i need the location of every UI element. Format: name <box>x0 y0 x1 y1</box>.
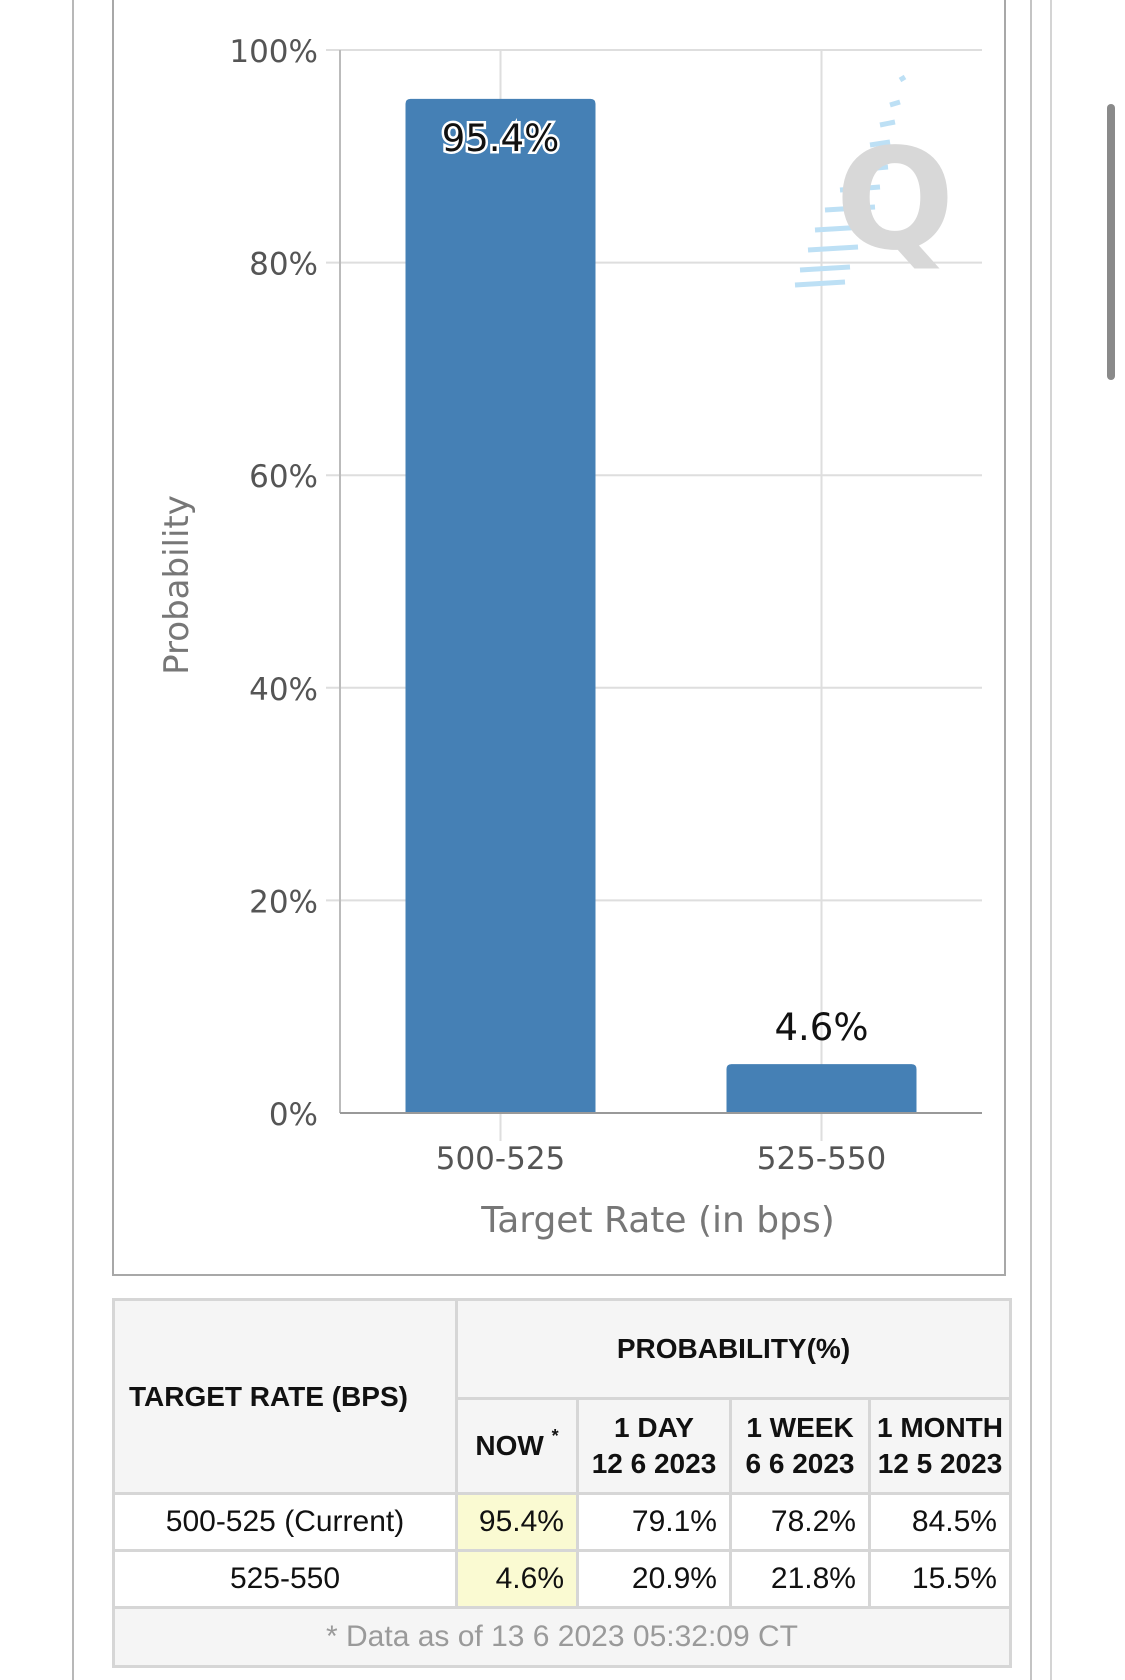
bar-value-label: 95.4% <box>442 117 560 160</box>
watermark-stroke <box>879 119 896 128</box>
page-border-left <box>72 0 74 1680</box>
y-tick-label: 40% <box>249 672 318 708</box>
bar <box>726 1064 917 1113</box>
y-tick-label: 80% <box>249 247 318 283</box>
x-tick-label: 525-550 <box>757 1141 887 1177</box>
row-1-week-value: 78.2% <box>729 1492 871 1552</box>
page-border-right <box>1030 0 1032 1680</box>
header-1-month: 1 MONTH 12 5 2023 <box>868 1397 1012 1495</box>
header-1-week: 1 WEEK 6 6 2023 <box>729 1397 871 1495</box>
watermark-stroke <box>807 244 859 253</box>
watermark-stroke <box>794 279 846 288</box>
row-now-value: 95.4% <box>455 1492 579 1552</box>
watermark-stroke <box>889 99 901 108</box>
q-watermark-logo: Q <box>794 74 955 288</box>
bar <box>405 98 596 1113</box>
y-tick-label: 60% <box>249 459 318 495</box>
row-rate: 525-550 <box>112 1549 458 1609</box>
y-tick-label: 20% <box>249 884 318 920</box>
row-1-month-value: 84.5% <box>868 1492 1012 1552</box>
probability-table: TARGET RATE (BPS) PROBABILITY(%) NOW * 1… <box>112 1298 1012 1668</box>
table-header-row: TARGET RATE (BPS) PROBABILITY(%) <box>112 1298 1012 1495</box>
header-probability: PROBABILITY(%) <box>455 1298 1012 1400</box>
header-now: NOW * <box>455 1397 579 1495</box>
watermark-stroke <box>898 74 907 83</box>
chart-axes: 0% 20% 40% 60% 80% 100% 500-525 525-550 <box>229 34 982 1177</box>
page-border-right-outer <box>1050 0 1052 1680</box>
y-axis-label: Probability <box>157 495 197 675</box>
bar-value-label: 4.6% <box>775 1006 869 1049</box>
row-1-month-value: 15.5% <box>868 1549 1012 1609</box>
row-1-day-value: 20.9% <box>576 1549 732 1609</box>
y-tick-label: 0% <box>269 1097 318 1133</box>
scrollbar-thumb[interactable] <box>1107 104 1115 380</box>
row-1-week-value: 21.8% <box>729 1549 871 1609</box>
watermark-stroke <box>799 264 851 273</box>
header-target-rate: TARGET RATE (BPS) <box>112 1298 458 1495</box>
row-1-day-value: 79.1% <box>576 1492 732 1552</box>
watermark-stroke <box>824 204 876 213</box>
data-timestamp-note: * Data as of 13 6 2023 05:32:09 CT <box>112 1606 1012 1668</box>
y-tick-label: 100% <box>229 34 318 70</box>
watermark-stroke <box>814 224 866 233</box>
x-axis-label: Target Rate (in bps) <box>480 1200 835 1241</box>
watermark-stroke <box>854 164 889 173</box>
header-1-day: 1 DAY 12 6 2023 <box>576 1397 732 1495</box>
table-row: 500-525 (Current) 95.4% 79.1% 78.2% 84.5… <box>112 1492 1012 1552</box>
row-rate: 500-525 (Current) <box>112 1492 458 1552</box>
table-subheader-row: NOW * 1 DAY 12 6 2023 1 WEEK 6 6 2023 1 MO… <box>114 1397 1012 1495</box>
row-now-value: 4.6% <box>455 1549 579 1609</box>
table-row: 525-550 4.6% 20.9% 21.8% 15.5% <box>112 1549 1012 1609</box>
watermark-stroke <box>839 184 881 193</box>
now-footnote-marker: * <box>551 1426 559 1446</box>
chart-bars: 95.4% 4.6% <box>405 98 917 1113</box>
watermark-stroke <box>869 139 891 148</box>
watermark-letter: Q <box>835 119 954 282</box>
x-tick-label: 500-525 <box>436 1141 566 1177</box>
table-footnote-row: * Data as of 13 6 2023 05:32:09 CT <box>112 1606 1012 1668</box>
probability-bar-chart: Q 95.4% 4.6% 0% 20% 40% 60% 80% 100% 500-525 525… <box>157 34 982 1241</box>
